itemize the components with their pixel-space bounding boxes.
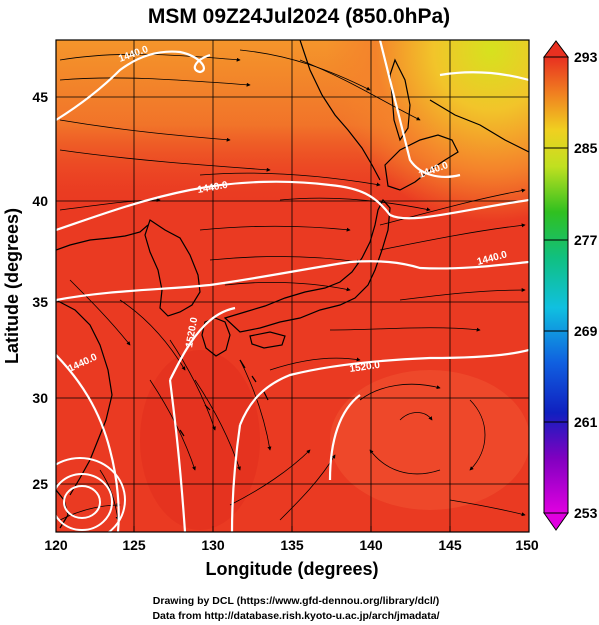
contour-line [168, 379, 187, 532]
x-tick-labels: 120 125 130 135 140 145 150 [44, 537, 539, 553]
subtropical-high-area [330, 370, 529, 510]
contour-line [56, 260, 529, 302]
contour-line [169, 306, 236, 381]
contour-label: 1520.0 [184, 316, 200, 348]
shikoku-coastline [249, 331, 286, 349]
streamline [224, 281, 351, 292]
streamline [299, 59, 421, 121]
contour-line [439, 71, 529, 82]
contour-label: 1520.0 [349, 360, 381, 375]
x-tick-label: 125 [122, 537, 146, 553]
x-tick-label: 120 [44, 537, 68, 553]
contour-line [328, 394, 361, 481]
x-tick-marks [55, 526, 530, 532]
graticule [56, 40, 529, 532]
korea-coastline [144, 219, 201, 317]
x-tick-label: 140 [359, 537, 383, 553]
x-tick-label: 135 [280, 537, 304, 553]
coastlines [56, 40, 529, 529]
streamline [399, 412, 433, 421]
y-axis-title: Latitude (degrees) [2, 208, 22, 364]
y-tick-label: 25 [32, 476, 48, 492]
streamline [269, 357, 361, 371]
streamline [239, 359, 272, 451]
streamline [229, 449, 311, 506]
contour-line [230, 424, 242, 532]
contour-line [56, 50, 211, 121]
contour-label: 1440.0 [197, 180, 229, 196]
credit-data-source: Data from http://database.rish.kyoto-u.a… [152, 610, 439, 622]
streamline [369, 449, 441, 475]
streamline [329, 327, 481, 332]
y-tick-label: 40 [32, 193, 48, 209]
streamline [279, 197, 431, 212]
x-tick-label: 145 [438, 537, 462, 553]
x-tick-label: 150 [515, 537, 539, 553]
colorbar: 293 285 277 269 261 253 [543, 40, 598, 531]
streamline [239, 49, 371, 91]
streamline [379, 188, 526, 226]
x-axis-title: Longitude (degrees) [205, 559, 378, 579]
streamline [379, 223, 526, 251]
warm-core-area [140, 350, 260, 530]
colorbar-tick-marks [544, 56, 568, 514]
map-plot-area: 1440.0 1440.0 1440.0 1440.0 1440.0 1520.… [56, 40, 529, 532]
y-tick-label: 45 [32, 89, 48, 105]
streamline [59, 149, 271, 172]
y-tick-label: 30 [32, 390, 48, 406]
contour-line [56, 180, 529, 232]
colorbar-tick-label: 277 [574, 232, 598, 248]
streamline [119, 299, 186, 371]
streamline [99, 469, 120, 521]
streamline [359, 383, 441, 401]
credit-drawing: Drawing by DCL (https://www.gfd-dennou.o… [153, 595, 439, 607]
colorbar-tick-label: 293 [574, 49, 598, 65]
colorbar-tick-label: 261 [574, 414, 598, 430]
streamline [449, 499, 526, 517]
colorbar-tick-label: 285 [574, 140, 598, 156]
streamline [199, 225, 351, 232]
height-contours [56, 40, 529, 532]
honshu-coastline [223, 198, 391, 333]
streamline [399, 288, 526, 301]
y-tick-labels: 25 30 35 40 45 [32, 89, 48, 492]
contour-line [238, 348, 529, 426]
hokkaido-coastline [384, 134, 459, 191]
map-title: MSM 09Z24Jul2024 (850.0hPa) [148, 5, 450, 28]
colorbar-top-triangle [543, 40, 569, 58]
streamline [209, 256, 361, 264]
streamline [469, 399, 486, 471]
y-tick-label: 35 [32, 294, 48, 310]
contour-line [56, 354, 120, 532]
kyushu-coastline [201, 317, 231, 357]
colorbar-tick-label: 269 [574, 323, 598, 339]
russia-coastline [299, 40, 529, 181]
china-coastline [56, 224, 149, 496]
ryukyu-islands [179, 359, 269, 437]
streamline [169, 339, 216, 431]
streamline [59, 119, 231, 142]
streamline [59, 77, 251, 87]
streamline [69, 279, 131, 346]
x-tick-label: 130 [201, 537, 225, 553]
streamline [199, 172, 381, 187]
colorbar-tick-label: 253 [574, 505, 598, 521]
colorbar-bottom-triangle [543, 512, 569, 531]
contour-line [378, 40, 461, 178]
cyclone-contours [56, 457, 126, 532]
colorbar-gradient [543, 56, 569, 514]
